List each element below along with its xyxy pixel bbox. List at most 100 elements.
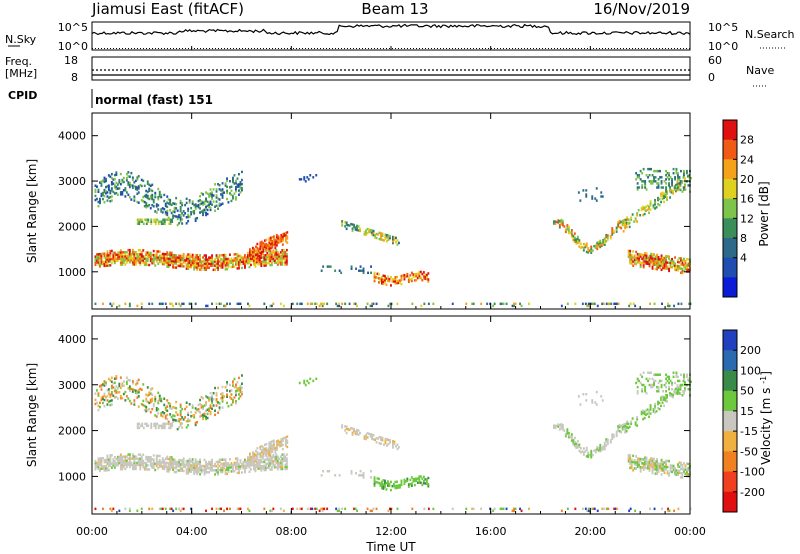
heatmap-cell xyxy=(584,302,587,306)
heatmap-cell xyxy=(263,443,266,447)
heatmap-cell xyxy=(649,202,652,205)
heatmap-cell xyxy=(656,261,658,265)
heatmap-cell xyxy=(660,467,663,470)
heatmap-cell xyxy=(100,386,103,389)
heatmap-cell xyxy=(224,468,227,472)
heatmap-cell xyxy=(221,194,224,197)
heatmap-cell xyxy=(118,455,121,459)
heatmap-cell xyxy=(209,396,212,399)
heatmap-cell xyxy=(677,269,679,272)
colorbar-swatch xyxy=(723,390,737,412)
power-heatmap-cells xyxy=(94,167,692,308)
heatmap-cell xyxy=(173,460,176,463)
heatmap-cell xyxy=(200,466,203,470)
heatmap-cell xyxy=(236,457,239,460)
heatmap-cell xyxy=(212,200,215,203)
heatmap-cell xyxy=(112,382,115,385)
heatmap-cell xyxy=(199,460,201,464)
heatmap-cell xyxy=(379,277,382,281)
heatmap-cell xyxy=(191,202,194,205)
heatmap-cell xyxy=(680,373,682,376)
heatmap-cell xyxy=(253,259,255,262)
heatmap-cell xyxy=(573,240,576,244)
heatmap-cell xyxy=(677,258,679,262)
heatmap-cell xyxy=(142,399,145,403)
heatmap-cell xyxy=(226,177,228,180)
heatmap-cell xyxy=(205,417,207,421)
heatmap-cell xyxy=(142,179,145,183)
heatmap-cell xyxy=(249,454,251,458)
heatmap-cell xyxy=(650,167,652,171)
heatmap-cell xyxy=(630,258,633,261)
colorbar-tick-label: 24 xyxy=(740,153,754,166)
heatmap-cell xyxy=(167,461,170,465)
heatmap-cell xyxy=(671,464,673,467)
heatmap-cell xyxy=(136,257,139,260)
heatmap-cell xyxy=(666,196,668,199)
heatmap-cell xyxy=(662,465,664,468)
heatmap-cell xyxy=(223,395,225,398)
heatmap-cell xyxy=(651,469,654,473)
heatmap-cell xyxy=(628,225,631,229)
heatmap-cell xyxy=(193,472,196,476)
heatmap-cell xyxy=(119,253,122,256)
heatmap-cell xyxy=(276,251,279,254)
heatmap-cell xyxy=(172,262,175,265)
heatmap-cell xyxy=(624,424,627,428)
heatmap-cell xyxy=(122,180,125,184)
heatmap-cell xyxy=(681,394,684,397)
heatmap-cell xyxy=(148,507,151,511)
heatmap-cell xyxy=(140,455,143,458)
heatmap-cell xyxy=(677,463,679,466)
heatmap-cell xyxy=(97,259,100,262)
heatmap-cell xyxy=(671,180,673,183)
heatmap-cell xyxy=(614,302,617,306)
heatmap-cell xyxy=(226,466,228,469)
heatmap-cell xyxy=(238,393,240,396)
heatmap-cell xyxy=(258,463,261,466)
heatmap-cell xyxy=(121,178,124,182)
heatmap-cell xyxy=(185,255,188,258)
heatmap-cell xyxy=(384,481,386,485)
heatmap-cell xyxy=(656,468,658,471)
heatmap-cell xyxy=(389,507,391,511)
heatmap-cell xyxy=(146,182,149,185)
heatmap-cell xyxy=(191,466,194,469)
heatmap-cell xyxy=(194,411,197,414)
heatmap-cell xyxy=(276,261,279,264)
heatmap-cell xyxy=(670,189,673,192)
heatmap-cell xyxy=(99,199,101,203)
heatmap-cell xyxy=(199,264,201,267)
heatmap-cell xyxy=(645,460,648,464)
heatmap-cell xyxy=(253,456,256,460)
heatmap-cell xyxy=(148,197,151,201)
heatmap-cell xyxy=(260,465,263,468)
heatmap-cell xyxy=(263,302,266,306)
heatmap-cell xyxy=(119,463,122,467)
heatmap-cell xyxy=(499,302,502,306)
heatmap-cell xyxy=(393,482,395,486)
heatmap-cell xyxy=(100,252,103,256)
heatmap-cell xyxy=(672,375,675,379)
heatmap-cell xyxy=(520,509,523,513)
heatmap-cell xyxy=(230,389,233,392)
heatmap-cell xyxy=(678,392,681,395)
heatmap-cell xyxy=(172,458,175,461)
heatmap-cell xyxy=(218,198,221,201)
heatmap-cell xyxy=(160,424,163,428)
heatmap-cell xyxy=(658,401,661,405)
heatmap-cell xyxy=(148,456,151,459)
heatmap-cell xyxy=(161,254,164,258)
heatmap-cell xyxy=(229,389,231,393)
heatmap-cell xyxy=(99,461,101,464)
heatmap-cell xyxy=(160,258,163,262)
heatmap-cell xyxy=(651,385,654,389)
heatmap-cell xyxy=(193,470,196,474)
heatmap-cell xyxy=(215,188,218,191)
heatmap-cell xyxy=(214,260,216,263)
heatmap-cell xyxy=(105,185,107,189)
heatmap-cell xyxy=(596,304,599,308)
heatmap-cell xyxy=(300,178,303,181)
heatmap-cell xyxy=(149,392,152,395)
heatmap-cell xyxy=(373,271,376,275)
